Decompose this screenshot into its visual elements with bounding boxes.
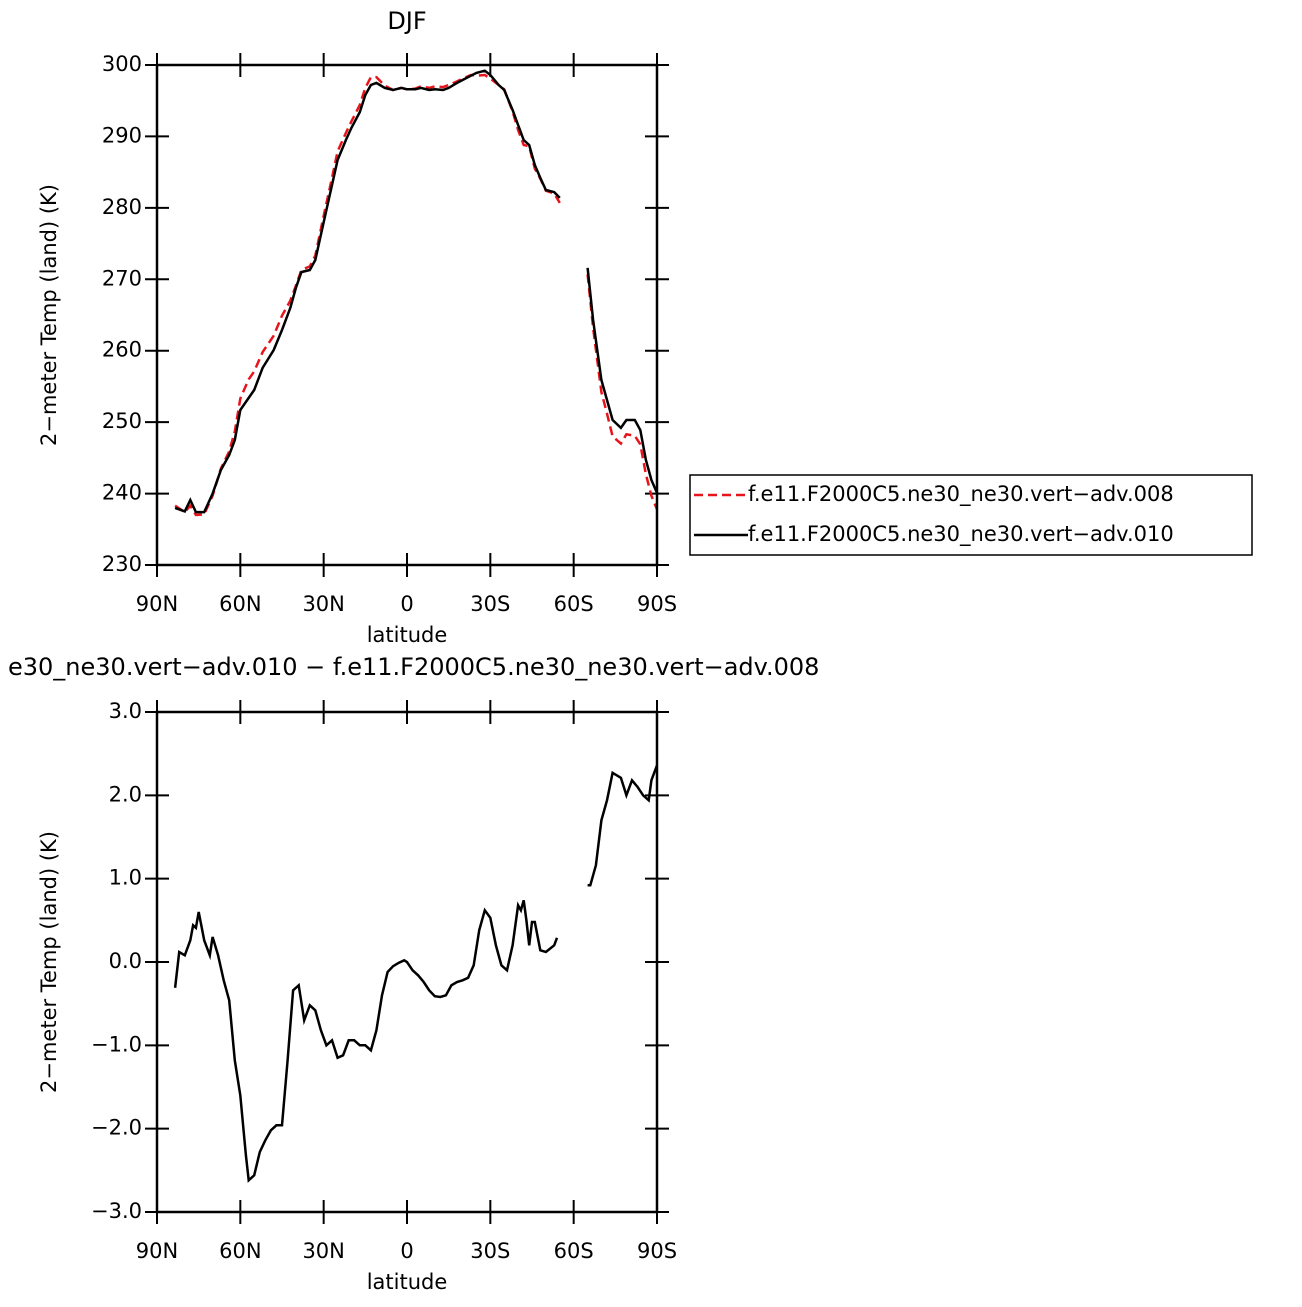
x-tick-label: 90S (637, 592, 677, 616)
legend-box (689, 474, 1253, 556)
plot-frame (155, 710, 659, 1214)
x-axis-label: latitude (367, 623, 448, 647)
x-tick-label: 0 (400, 592, 413, 616)
y-tick-label: 2.0 (109, 782, 142, 806)
y-axis-label: 2−meter Temp (land) (K) (37, 831, 61, 1093)
legend-label: f.e11.F2000C5.ne30_ne30.vert−adv.008 (748, 482, 1174, 507)
y-tick-label: 230 (102, 552, 142, 576)
y-tick-label: −1.0 (91, 1032, 142, 1056)
y-tick-label: −2.0 (91, 1116, 142, 1140)
y-tick-label: −3.0 (91, 1199, 142, 1223)
y-tick-label: 3.0 (109, 699, 142, 723)
x-tick-label: 0 (400, 1239, 413, 1263)
y-tick-label: 300 (102, 52, 142, 76)
chart-title: DJF (387, 7, 426, 35)
x-tick-label: 30N (302, 1239, 344, 1263)
y-tick-label: 280 (102, 195, 142, 219)
y-tick-label: 1.0 (109, 866, 142, 890)
x-tick-label: 30S (470, 592, 510, 616)
data-line (174, 73, 659, 517)
x-axis-label: latitude (367, 1270, 448, 1294)
x-tick-label: 60S (554, 1239, 594, 1263)
legend-label: f.e11.F2000C5.ne30_ne30.vert−adv.010 (748, 522, 1174, 547)
x-tick-label: 30S (470, 1239, 510, 1263)
x-tick-label: 90S (637, 1239, 677, 1263)
y-tick-label: 270 (102, 266, 142, 290)
y-axis-label: 2−meter Temp (land) (K) (37, 184, 61, 446)
chart-title: e30_ne30.vert−adv.010 − f.e11.F2000C5.ne… (8, 653, 819, 681)
y-tick-label: 290 (102, 123, 142, 147)
x-tick-label: 90N (136, 1239, 178, 1263)
y-tick-label: 0.0 (109, 949, 142, 973)
y-tick-label: 240 (102, 481, 142, 505)
y-tick-label: 250 (102, 409, 142, 433)
plot-frame (155, 63, 659, 567)
x-tick-label: 30N (302, 592, 344, 616)
x-tick-label: 90N (136, 592, 178, 616)
x-tick-label: 60N (219, 592, 261, 616)
y-tick-label: 260 (102, 338, 142, 362)
data-line (174, 69, 659, 514)
x-tick-label: 60N (219, 1239, 261, 1263)
x-tick-label: 60S (554, 592, 594, 616)
data-line (173, 764, 659, 1183)
